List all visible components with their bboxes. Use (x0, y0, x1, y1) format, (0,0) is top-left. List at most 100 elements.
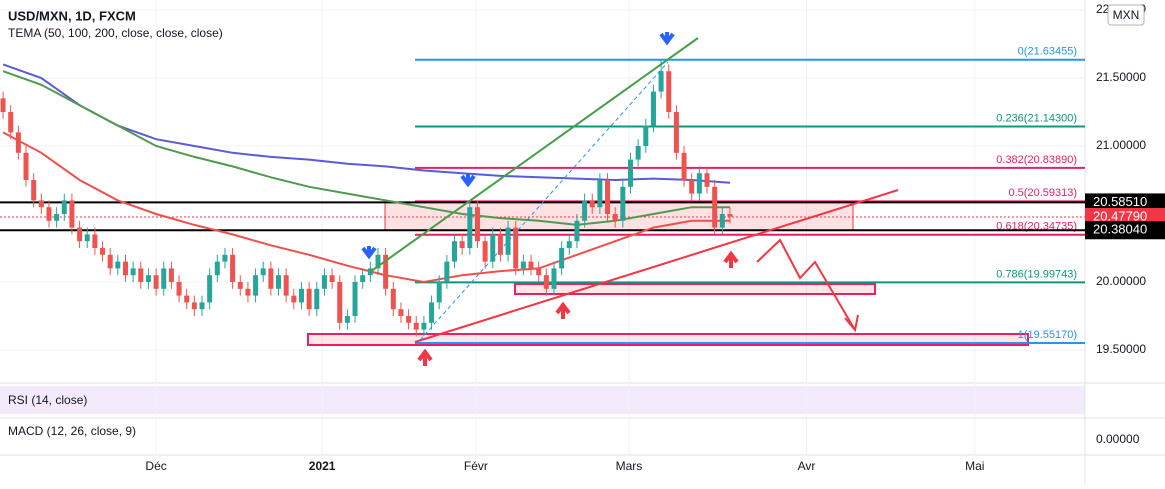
trend-line (369, 37, 699, 273)
candle-body (145, 275, 151, 282)
candle-body (77, 227, 83, 242)
fib-label: 0.786(19.99743) (996, 268, 1077, 280)
candle-body (344, 315, 350, 323)
candle-body (168, 268, 174, 282)
currency[interactable]: MXN (1113, 8, 1140, 22)
candle-body (696, 173, 702, 194)
x-tick-label: Déc (145, 459, 166, 473)
support-zone (307, 333, 1029, 346)
candle-body (719, 213, 725, 228)
price-badge-label: 20.47790 (1093, 208, 1147, 223)
candle-body (268, 268, 274, 289)
y-tick-label: 21.50000 (1096, 70, 1146, 84)
candle-body (497, 234, 503, 255)
candle-body (69, 200, 75, 228)
candle-body (230, 254, 236, 282)
candle-body (245, 288, 251, 296)
up-arrow (555, 301, 571, 319)
candle-body (490, 234, 496, 262)
tema-line (2, 63, 731, 184)
price-badge-label: 20.58510 (1093, 194, 1147, 209)
candle-body (107, 254, 113, 269)
y-tick-label: 21.00000 (1096, 138, 1146, 152)
candle-body (635, 145, 641, 160)
tema-line (2, 131, 730, 284)
x-tick-label: 2021 (309, 459, 336, 473)
candle-body (398, 309, 404, 316)
candle-body (23, 152, 29, 180)
candle-body (597, 179, 603, 208)
candle-body (505, 227, 511, 255)
price-badge (1085, 221, 1165, 240)
candle-body (306, 288, 312, 310)
candle-body (360, 275, 366, 282)
candle-body (383, 254, 389, 289)
candle-body (161, 268, 167, 289)
price-badge-label: 20.38040 (1093, 222, 1147, 237)
fib-label: 0.5(20.59313) (1009, 187, 1078, 199)
candle-body (207, 275, 213, 303)
candle-body (429, 302, 435, 323)
candle-body (459, 241, 465, 248)
support-zone (514, 283, 876, 295)
candle-body (543, 275, 549, 289)
candle-body (46, 207, 52, 221)
fib-label: 0.382(20.83890) (996, 154, 1077, 166)
candle-body (100, 247, 106, 255)
candle-body (658, 71, 664, 92)
macd-label: MACD (12, 26, close, 9) (8, 424, 136, 438)
candle-body (390, 288, 396, 310)
down-arrow (460, 174, 476, 188)
candle-body (153, 275, 159, 289)
candle-body (375, 254, 381, 269)
candle-body (704, 173, 710, 187)
symbol-title: USD/MXN, 1D, FXCM (8, 8, 136, 23)
candle-body (0, 98, 6, 112)
currency-box[interactable] (1107, 4, 1145, 26)
candle-body (712, 186, 718, 228)
candle-body (8, 111, 14, 133)
down-arrows (361, 32, 675, 260)
candle-body (54, 213, 60, 221)
x-tick-label: Févr (464, 459, 488, 473)
fibonacci: 0(21.63455) 0.236(21.14300) 0.382(20.83890… (0, 46, 1085, 344)
candle-body (727, 213, 733, 217)
candle-body (689, 179, 695, 194)
projection-arrow (756, 238, 856, 331)
candle-body (291, 295, 297, 303)
candle-body (551, 268, 557, 289)
candle-body (130, 268, 136, 276)
candle-body (138, 268, 144, 282)
grid (0, 0, 1085, 455)
candle-body (436, 281, 442, 303)
candle-body (444, 261, 450, 282)
candle-body (582, 200, 588, 221)
candle-body (337, 281, 343, 323)
candle-body (92, 234, 98, 248)
up-arrow (723, 250, 739, 268)
candle-body (482, 241, 488, 262)
macd-tick-label: 0.00000 (1096, 432, 1140, 446)
candle-body (214, 261, 220, 276)
candle-body (612, 213, 618, 221)
projection-arrow-head (844, 314, 859, 333)
candle-body (298, 288, 304, 303)
candle-body (38, 200, 44, 208)
candle-body (191, 302, 197, 310)
candle-body (406, 315, 412, 323)
candles (0, 60, 733, 337)
candle-body (321, 275, 327, 289)
candle-body (643, 125, 649, 146)
y-tick-label: 19.50000 (1096, 342, 1146, 356)
x-tick-label: Avr (798, 459, 816, 473)
candle-body (574, 220, 580, 242)
candle-body (673, 111, 679, 153)
candle-body (589, 200, 595, 208)
candle-body (15, 132, 21, 153)
indicator-label: TEMA (50, 100, 200, close, close, close) (8, 26, 223, 40)
candle-body (513, 227, 519, 269)
candle-body (627, 159, 633, 187)
